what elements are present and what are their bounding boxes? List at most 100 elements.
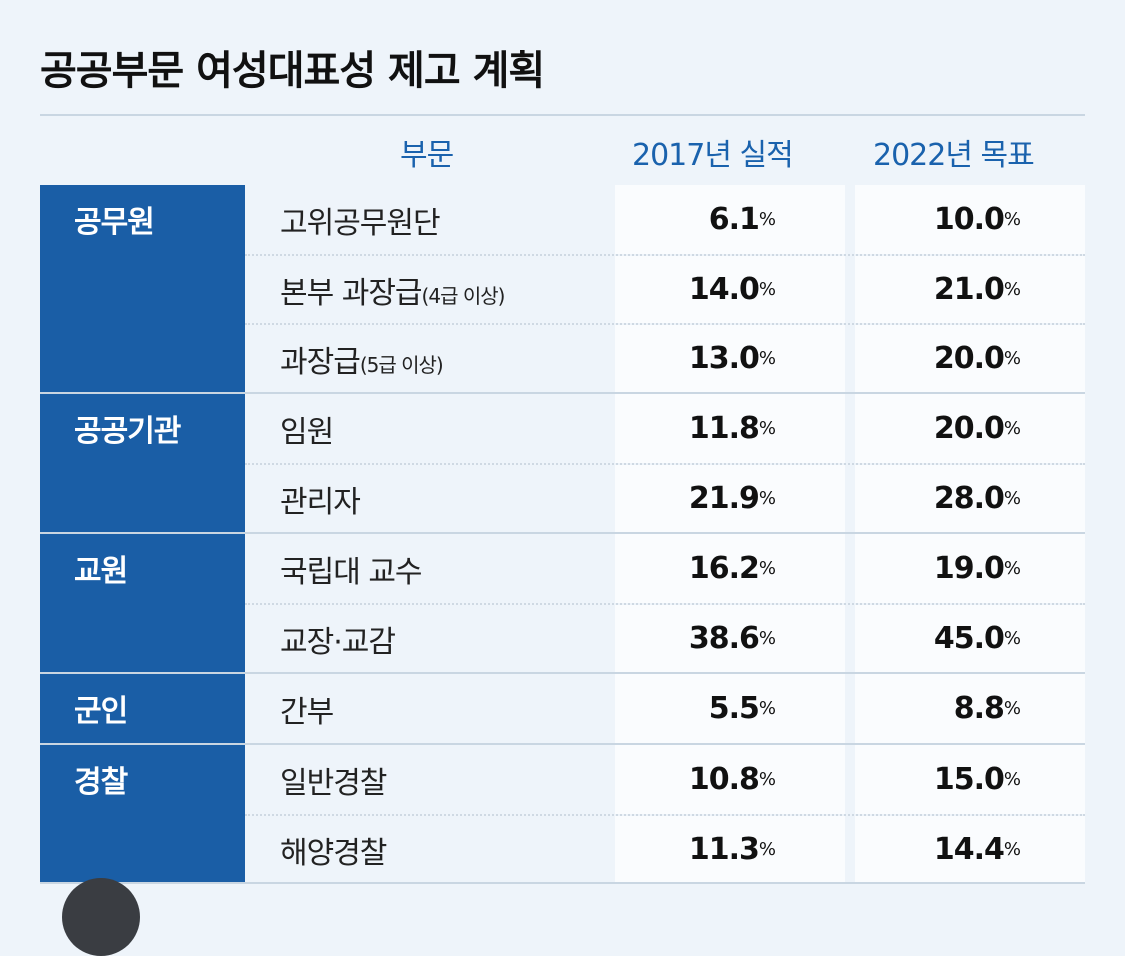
actual-value-cell: 11.8% bbox=[615, 394, 845, 463]
category-cell: 군인 bbox=[40, 674, 245, 743]
subcategory-label: 간부 bbox=[280, 694, 334, 730]
unit: % bbox=[1003, 558, 1021, 579]
page-title: 공공부문 여성대표성 제고 계획 bbox=[40, 48, 545, 94]
subcategory-label: 해양경찰 bbox=[280, 835, 387, 871]
actual-value: 14.0 bbox=[688, 272, 760, 307]
divider bbox=[40, 114, 1085, 116]
header-actual: 2017년 실적 bbox=[632, 138, 794, 173]
unit: % bbox=[1003, 209, 1021, 230]
unit: % bbox=[758, 279, 776, 300]
unit: % bbox=[758, 209, 776, 230]
actual-value: 5.5 bbox=[708, 691, 760, 726]
actual-value-cell: 10.8% bbox=[615, 745, 845, 814]
target-value: 14.4 bbox=[933, 832, 1005, 867]
table-group: 경찰 일반경찰 10.8% 15.0% 해양경찰 11.3% 14.4% bbox=[40, 743, 1085, 883]
actual-value: 13.0 bbox=[688, 341, 760, 376]
target-value-cell: 19.0% bbox=[855, 534, 1085, 603]
subcategory-note: (5급 이상) bbox=[359, 352, 444, 377]
subcategory-cell: 과장급(5급 이상) bbox=[245, 337, 615, 381]
actual-value-cell: 14.0% bbox=[615, 256, 845, 323]
table-group: 교원 국립대 교수 16.2% 19.0% 교장·교감 38.6% 45.0% bbox=[40, 532, 1085, 672]
subcategory-label: 관리자 bbox=[280, 484, 361, 520]
target-value-cell: 20.0% bbox=[855, 325, 1085, 392]
table-row: 해양경찰 11.3% 14.4% bbox=[245, 814, 1085, 883]
actual-value-cell: 5.5% bbox=[615, 674, 845, 743]
subcategory-cell: 간부 bbox=[245, 687, 615, 731]
table-row: 일반경찰 10.8% 15.0% bbox=[245, 745, 1085, 814]
subcategory-label: 과장급 bbox=[280, 344, 361, 380]
subcategory-label: 임원 bbox=[280, 414, 334, 450]
unit: % bbox=[758, 488, 776, 509]
actual-value: 11.8 bbox=[688, 411, 760, 446]
category-cell: 교원 bbox=[40, 534, 245, 672]
table-group: 공공기관 임원 11.8% 20.0% 관리자 21.9% 28.0% bbox=[40, 392, 1085, 532]
target-value: 15.0 bbox=[933, 762, 1005, 797]
subcategory-label: 교장·교감 bbox=[280, 624, 396, 660]
actual-value-cell: 16.2% bbox=[615, 534, 845, 603]
table-row: 국립대 교수 16.2% 19.0% bbox=[245, 534, 1085, 603]
header-sector: 부문 bbox=[400, 138, 454, 173]
subcategory-label: 본부 과장급 bbox=[280, 275, 423, 311]
table-row: 관리자 21.9% 28.0% bbox=[245, 463, 1085, 532]
unit: % bbox=[758, 698, 776, 719]
actual-value-cell: 13.0% bbox=[615, 325, 845, 392]
actual-value: 16.2 bbox=[688, 551, 760, 586]
actual-value-cell: 11.3% bbox=[615, 816, 845, 883]
unit: % bbox=[758, 418, 776, 439]
subcategory-cell: 국립대 교수 bbox=[245, 547, 615, 591]
target-value-cell: 21.0% bbox=[855, 256, 1085, 323]
actual-value: 38.6 bbox=[688, 621, 760, 656]
subcategory-label: 국립대 교수 bbox=[280, 554, 423, 590]
group-rows: 국립대 교수 16.2% 19.0% 교장·교감 38.6% 45.0% bbox=[245, 534, 1085, 672]
target-value: 20.0 bbox=[933, 411, 1005, 446]
category-cell: 경찰 bbox=[40, 745, 245, 883]
group-rows: 일반경찰 10.8% 15.0% 해양경찰 11.3% 14.4% bbox=[245, 745, 1085, 883]
target-value: 19.0 bbox=[933, 551, 1005, 586]
target-value-cell: 20.0% bbox=[855, 394, 1085, 463]
category-cell: 공무원 bbox=[40, 185, 245, 392]
divider bbox=[40, 882, 1085, 884]
target-value-cell: 15.0% bbox=[855, 745, 1085, 814]
unit: % bbox=[758, 348, 776, 369]
actual-value: 10.8 bbox=[688, 762, 760, 797]
subcategory-cell: 본부 과장급(4급 이상) bbox=[245, 268, 615, 312]
unit: % bbox=[1003, 488, 1021, 509]
unit: % bbox=[1003, 769, 1021, 790]
target-value-cell: 28.0% bbox=[855, 465, 1085, 532]
data-table: 공무원 고위공무원단 6.1% 10.0% 본부 과장급(4급 이상) 14.0% 21.0… bbox=[40, 185, 1085, 883]
subcategory-cell: 임원 bbox=[245, 407, 615, 451]
target-value: 8.8 bbox=[953, 691, 1005, 726]
unit: % bbox=[1003, 628, 1021, 649]
category-cell: 공공기관 bbox=[40, 394, 245, 532]
unit: % bbox=[1003, 348, 1021, 369]
table-group: 군인 간부 5.5% 8.8% bbox=[40, 672, 1085, 743]
subcategory-label: 일반경찰 bbox=[280, 765, 387, 801]
target-value: 21.0 bbox=[933, 272, 1005, 307]
unit: % bbox=[758, 839, 776, 860]
target-value-cell: 10.0% bbox=[855, 185, 1085, 254]
subcategory-label: 고위공무원단 bbox=[280, 205, 441, 241]
target-value: 20.0 bbox=[933, 341, 1005, 376]
actual-value: 21.9 bbox=[688, 481, 760, 516]
subcategory-cell: 관리자 bbox=[245, 477, 615, 521]
table-row: 임원 11.8% 20.0% bbox=[245, 394, 1085, 463]
subcategory-cell: 일반경찰 bbox=[245, 758, 615, 802]
group-rows: 고위공무원단 6.1% 10.0% 본부 과장급(4급 이상) 14.0% 21.0% 과장… bbox=[245, 185, 1085, 392]
actual-value-cell: 21.9% bbox=[615, 465, 845, 532]
actual-value: 6.1 bbox=[708, 202, 760, 237]
group-rows: 간부 5.5% 8.8% bbox=[245, 674, 1085, 743]
subcategory-cell: 교장·교감 bbox=[245, 617, 615, 661]
header-target: 2022년 목표 bbox=[873, 138, 1035, 173]
subcategory-cell: 고위공무원단 bbox=[245, 198, 615, 242]
floating-button[interactable] bbox=[62, 878, 140, 956]
unit: % bbox=[758, 558, 776, 579]
unit: % bbox=[1003, 418, 1021, 439]
actual-value: 11.3 bbox=[688, 832, 760, 867]
table-row: 본부 과장급(4급 이상) 14.0% 21.0% bbox=[245, 254, 1085, 323]
group-rows: 임원 11.8% 20.0% 관리자 21.9% 28.0% bbox=[245, 394, 1085, 532]
target-value-cell: 45.0% bbox=[855, 605, 1085, 672]
subcategory-note: (4급 이상) bbox=[421, 283, 506, 308]
target-value: 45.0 bbox=[933, 621, 1005, 656]
target-value: 28.0 bbox=[933, 481, 1005, 516]
actual-value-cell: 6.1% bbox=[615, 185, 845, 254]
